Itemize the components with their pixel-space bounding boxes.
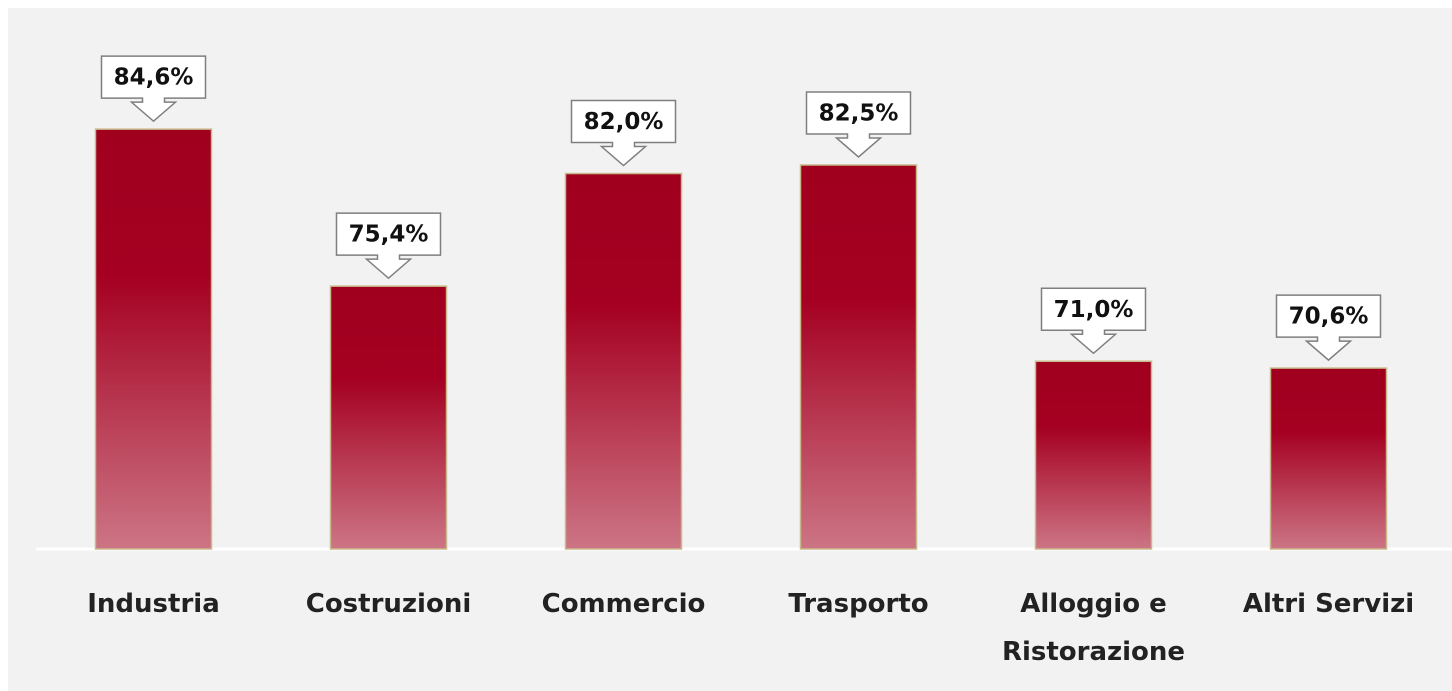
bar <box>329 285 448 550</box>
bar <box>564 172 683 550</box>
data-label-callout <box>1275 294 1382 362</box>
data-label: 82,0% <box>584 109 664 135</box>
bar <box>799 164 918 550</box>
x-tick-label: Industria <box>87 589 220 619</box>
x-tick-label: Altri Servizi <box>1242 589 1415 619</box>
data-label: 82,5% <box>819 101 899 127</box>
x-tick-label: Alloggio e Ristorazione <box>1001 589 1186 667</box>
bar <box>1034 360 1153 550</box>
data-label: 75,4% <box>349 222 429 248</box>
data-label-callout <box>100 55 207 123</box>
data-label-callout <box>570 99 677 167</box>
data-label-callout <box>805 91 912 158</box>
bar <box>1269 367 1388 550</box>
x-tick-label: Costruzioni <box>305 589 472 619</box>
data-label: 70,6% <box>1289 304 1369 330</box>
x-tick-label: Commercio <box>541 589 706 619</box>
data-label: 84,6% <box>114 65 194 91</box>
data-label: 71,0% <box>1054 297 1134 323</box>
x-tick-label: Trasporto <box>788 589 929 619</box>
bar <box>94 128 213 550</box>
data-label-callout <box>1040 287 1147 355</box>
chart-background <box>8 8 1452 691</box>
data-label-callout <box>335 212 442 280</box>
